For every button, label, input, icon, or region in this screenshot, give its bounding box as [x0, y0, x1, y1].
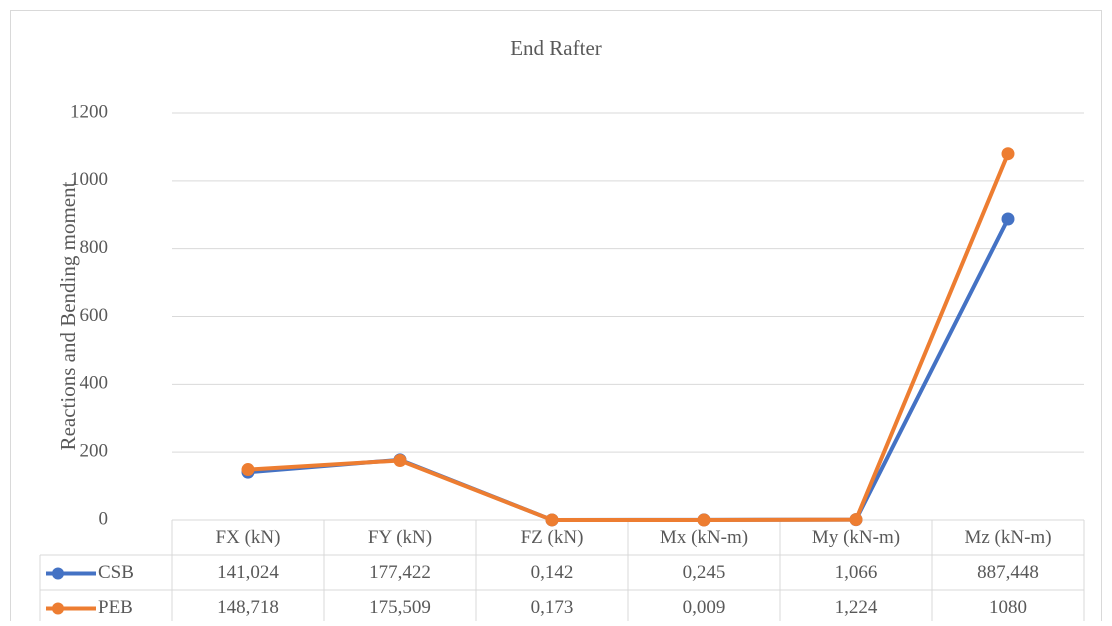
table-cell: 1,066: [835, 562, 878, 583]
y-tick-label: 1200: [70, 101, 108, 122]
point: [697, 513, 711, 527]
series-line: [247, 152, 1010, 522]
point: [545, 513, 559, 527]
y-tick-label: 0: [99, 508, 109, 529]
x-tick-label: FX (kN): [216, 527, 281, 548]
legend-label: CSB: [98, 562, 134, 583]
point: [1001, 212, 1015, 226]
y-tick-label: 400: [80, 373, 109, 394]
table-cell: 1080: [989, 597, 1027, 618]
legend-marker: [52, 567, 64, 580]
table-cell: 0,142: [531, 562, 574, 583]
x-tick-label: Mz (kN-m): [964, 527, 1051, 548]
point: [393, 453, 407, 467]
table-cell: 148,718: [217, 597, 279, 618]
table-cell: 0,245: [683, 562, 726, 583]
table-cell: 177,422: [369, 562, 431, 583]
y-axis-title: Reactions and Bending moment: [56, 181, 80, 450]
table-cell: 141,024: [217, 562, 279, 583]
y-tick-label: 1000: [70, 169, 108, 190]
y-tick-label: 600: [80, 305, 109, 326]
x-tick-label: FY (kN): [368, 527, 432, 548]
legend-marker: [52, 602, 64, 615]
point: [849, 513, 863, 527]
x-tick-label: My (kN-m): [812, 527, 900, 548]
legend-label: PEB: [98, 597, 133, 618]
point: [241, 463, 255, 477]
table-cell: 887,448: [977, 562, 1039, 583]
x-tick-label: Mx (kN-m): [660, 527, 748, 548]
x-tick-label: FZ (kN): [521, 527, 584, 548]
table-cell: 1,224: [835, 597, 878, 618]
chart-title: End Rafter: [510, 36, 602, 60]
table-cell: 0,009: [683, 597, 726, 618]
table-cell: 175,509: [369, 597, 431, 618]
y-tick-label: 800: [80, 237, 109, 258]
y-tick-label: 200: [80, 441, 109, 462]
table-cell: 0,173: [531, 597, 574, 618]
point: [1001, 147, 1015, 161]
